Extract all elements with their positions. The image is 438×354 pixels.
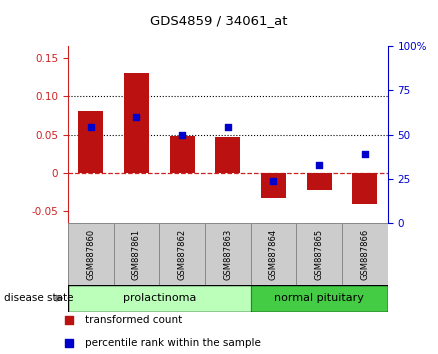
Bar — [215, 137, 240, 173]
Bar — [342, 223, 388, 285]
Text: GSM887866: GSM887866 — [360, 228, 369, 280]
Bar — [296, 223, 342, 285]
Bar — [205, 223, 251, 285]
Point — [133, 114, 140, 120]
Text: GSM887863: GSM887863 — [223, 228, 232, 280]
Point — [270, 178, 277, 183]
Point — [361, 151, 368, 157]
Point — [316, 162, 323, 167]
Text: GSM887861: GSM887861 — [132, 228, 141, 280]
Point — [224, 125, 231, 130]
Bar — [251, 285, 388, 312]
Bar — [68, 223, 113, 285]
Bar — [307, 173, 332, 190]
Bar — [159, 223, 205, 285]
Bar — [352, 173, 378, 204]
Point — [310, 243, 317, 249]
Text: GSM887860: GSM887860 — [86, 228, 95, 280]
Point — [179, 132, 186, 137]
Bar — [261, 173, 286, 198]
Bar — [170, 136, 194, 173]
Bar — [251, 223, 296, 285]
Point — [87, 125, 94, 130]
Bar — [113, 223, 159, 285]
Bar — [78, 112, 103, 173]
Text: percentile rank within the sample: percentile rank within the sample — [85, 338, 261, 348]
Text: GDS4859 / 34061_at: GDS4859 / 34061_at — [150, 14, 288, 27]
Text: transformed count: transformed count — [85, 315, 183, 325]
Text: GSM887865: GSM887865 — [314, 228, 324, 280]
Text: GSM887862: GSM887862 — [177, 228, 187, 280]
Text: GSM887864: GSM887864 — [269, 228, 278, 280]
Text: prolactinoma: prolactinoma — [123, 293, 196, 303]
Text: normal pituitary: normal pituitary — [274, 293, 364, 303]
Bar — [124, 73, 149, 173]
Text: disease state: disease state — [4, 293, 74, 303]
Point — [310, 39, 317, 44]
Bar — [68, 285, 251, 312]
